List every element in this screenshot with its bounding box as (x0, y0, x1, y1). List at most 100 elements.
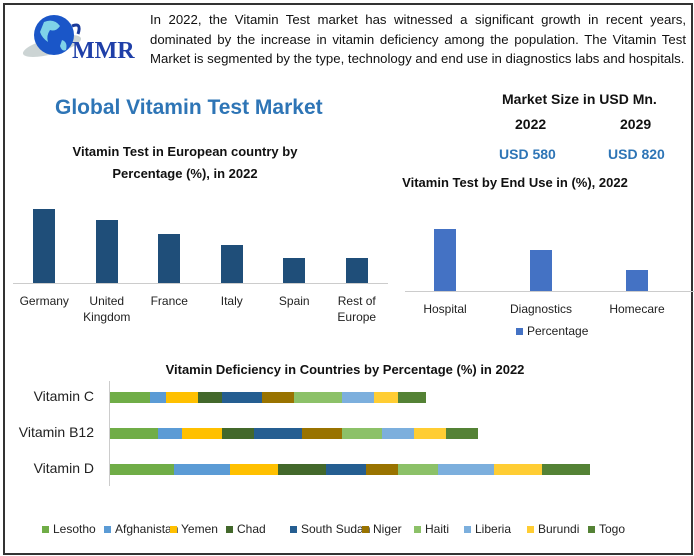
segment-yemen (182, 427, 222, 439)
value-2029: USD 820 (608, 146, 665, 162)
segment-togo (446, 427, 478, 439)
legend-liberia: Liberia (464, 522, 511, 536)
category-label: Hospital (423, 302, 467, 316)
frame (3, 3, 693, 555)
segment-afghanistan (150, 391, 166, 403)
segment-chad (278, 463, 326, 475)
bar-hospital (434, 229, 456, 291)
legend-label: South Sudan (301, 522, 371, 536)
category-label: Italy (220, 294, 243, 308)
legend-swatch (414, 525, 421, 533)
segment-liberia (438, 463, 494, 475)
legend-label: Liberia (475, 522, 512, 536)
legend-label: Niger (373, 522, 402, 536)
legend-label: Burundi (538, 522, 580, 536)
category-label: Vitamin D (33, 460, 94, 476)
legend-swatch (104, 525, 111, 533)
bar-france (158, 233, 181, 283)
logo: MMR (14, 10, 144, 70)
category-label: Vitamin B12 (18, 424, 94, 440)
segment-afghanistan (158, 427, 182, 439)
enduse-chart-title: Vitamin Test by End Use in (%), 2022 (402, 175, 628, 190)
legend-haiti: Haiti (414, 522, 449, 536)
legend-label: Percentage (527, 324, 589, 338)
category-label: Germany (19, 294, 69, 308)
legend-yemen: Yemen (170, 522, 218, 536)
legend-afghanistan: Afghanistan (104, 522, 178, 536)
bar-homecare (626, 270, 648, 291)
globe-icon (22, 15, 82, 57)
legend-swatch (516, 327, 523, 335)
segment-liberia (342, 391, 374, 403)
legend-south-sudan: South Sudan (290, 522, 370, 536)
x-axis (405, 291, 694, 292)
segment-lesotho (110, 391, 150, 403)
category-label: Rest of Europe (337, 294, 377, 324)
legend-swatch (588, 525, 595, 533)
legend-swatch (170, 525, 177, 533)
legend-swatch (362, 525, 369, 533)
legend-swatch (290, 525, 297, 533)
segment-lesotho (110, 427, 158, 439)
segment-niger (366, 463, 398, 475)
segment-burundi (374, 391, 398, 403)
segment-togo (542, 463, 590, 475)
legend-swatch (464, 525, 471, 533)
segment-chad (198, 391, 222, 403)
category-label: Homecare (609, 302, 665, 316)
segment-togo (398, 391, 426, 403)
legend-burundi: Burundi (527, 522, 579, 536)
legend-lesotho: Lesotho (42, 522, 96, 536)
segment-afghanistan (174, 463, 230, 475)
market-size-heading: Market Size in USD Mn. (502, 91, 657, 107)
legend-label: Lesotho (53, 522, 96, 536)
bar-spain (283, 258, 306, 283)
segment-niger (262, 391, 294, 403)
legend-swatch (42, 525, 49, 533)
legend-label: Haiti (425, 522, 450, 536)
segment-burundi (414, 427, 446, 439)
bar-united-kingdom (95, 219, 118, 283)
legend-niger: Niger (362, 522, 402, 536)
category-label: France (150, 294, 188, 308)
segment-yemen (166, 391, 198, 403)
legend-percentage: Percentage (516, 324, 588, 338)
main-title: Global Vitamin Test Market (55, 96, 323, 119)
europe-chart-title: Vitamin Test in European country by Perc… (72, 144, 298, 181)
segment-yemen (230, 463, 278, 475)
segment-haiti (398, 463, 438, 475)
legend-label: Afghanistan (115, 522, 179, 536)
bar-germany (33, 209, 56, 283)
legend-label: Yemen (181, 522, 218, 536)
bar-italy (220, 244, 243, 283)
bar-rest-of-europe (345, 258, 368, 283)
segment-south-sudan (326, 463, 366, 475)
x-axis (13, 283, 388, 284)
segment-lesotho (110, 463, 174, 475)
bar-diagnostics (530, 249, 552, 291)
category-label: Vitamin C (33, 388, 94, 404)
legend-chad: Chad (226, 522, 266, 536)
deficiency-chart-title: Vitamin Deficiency in Countries by Perce… (165, 362, 525, 377)
category-label: United Kingdom (83, 294, 131, 324)
intro-paragraph: In 2022, the Vitamin Test market has wit… (150, 12, 686, 66)
segment-burundi (494, 463, 542, 475)
segment-chad (222, 427, 254, 439)
y-axis (109, 381, 110, 486)
segment-liberia (382, 427, 414, 439)
segment-niger (302, 427, 342, 439)
category-label: Diagnostics (509, 302, 573, 316)
category-label: Spain (278, 294, 310, 308)
segment-south-sudan (254, 427, 302, 439)
logo-text: MMR (72, 38, 135, 64)
legend-swatch (226, 525, 233, 533)
year-2022: 2022 (515, 116, 547, 132)
year-2029: 2029 (620, 116, 652, 132)
segment-haiti (294, 391, 342, 403)
segment-haiti (342, 427, 382, 439)
legend-label: Chad (237, 522, 266, 536)
legend-togo: Togo (588, 522, 625, 536)
value-2022: USD 580 (499, 146, 556, 162)
legend-swatch (527, 525, 534, 533)
